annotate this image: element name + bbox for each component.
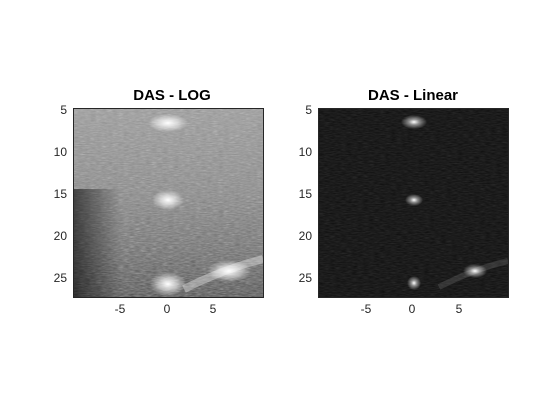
xtick-label: -5 — [114, 302, 126, 316]
ultrasound-image-linear — [318, 108, 509, 298]
ytick-label: 25 — [298, 271, 312, 285]
ytick-label: 20 — [53, 229, 67, 243]
ytick-label: 5 — [305, 103, 312, 117]
xtick-label: 0 — [408, 302, 416, 316]
ytick-label: 15 — [298, 187, 312, 201]
ytick-label: 10 — [53, 145, 67, 159]
ytick-label: 25 — [53, 271, 67, 285]
ytick-label: 20 — [298, 229, 312, 243]
panel-title: DAS - LOG — [133, 87, 211, 104]
ytick-label: 5 — [60, 103, 67, 117]
ytick-label: 10 — [298, 145, 312, 159]
xtick-label: 0 — [163, 302, 171, 316]
ultrasound-image-log — [73, 108, 264, 298]
xtick-label: 5 — [209, 302, 217, 316]
xtick-label: 5 — [455, 302, 463, 316]
ytick-label: 15 — [53, 187, 67, 201]
xtick-label: -5 — [360, 302, 372, 316]
panel-title: DAS - Linear — [367, 87, 459, 104]
